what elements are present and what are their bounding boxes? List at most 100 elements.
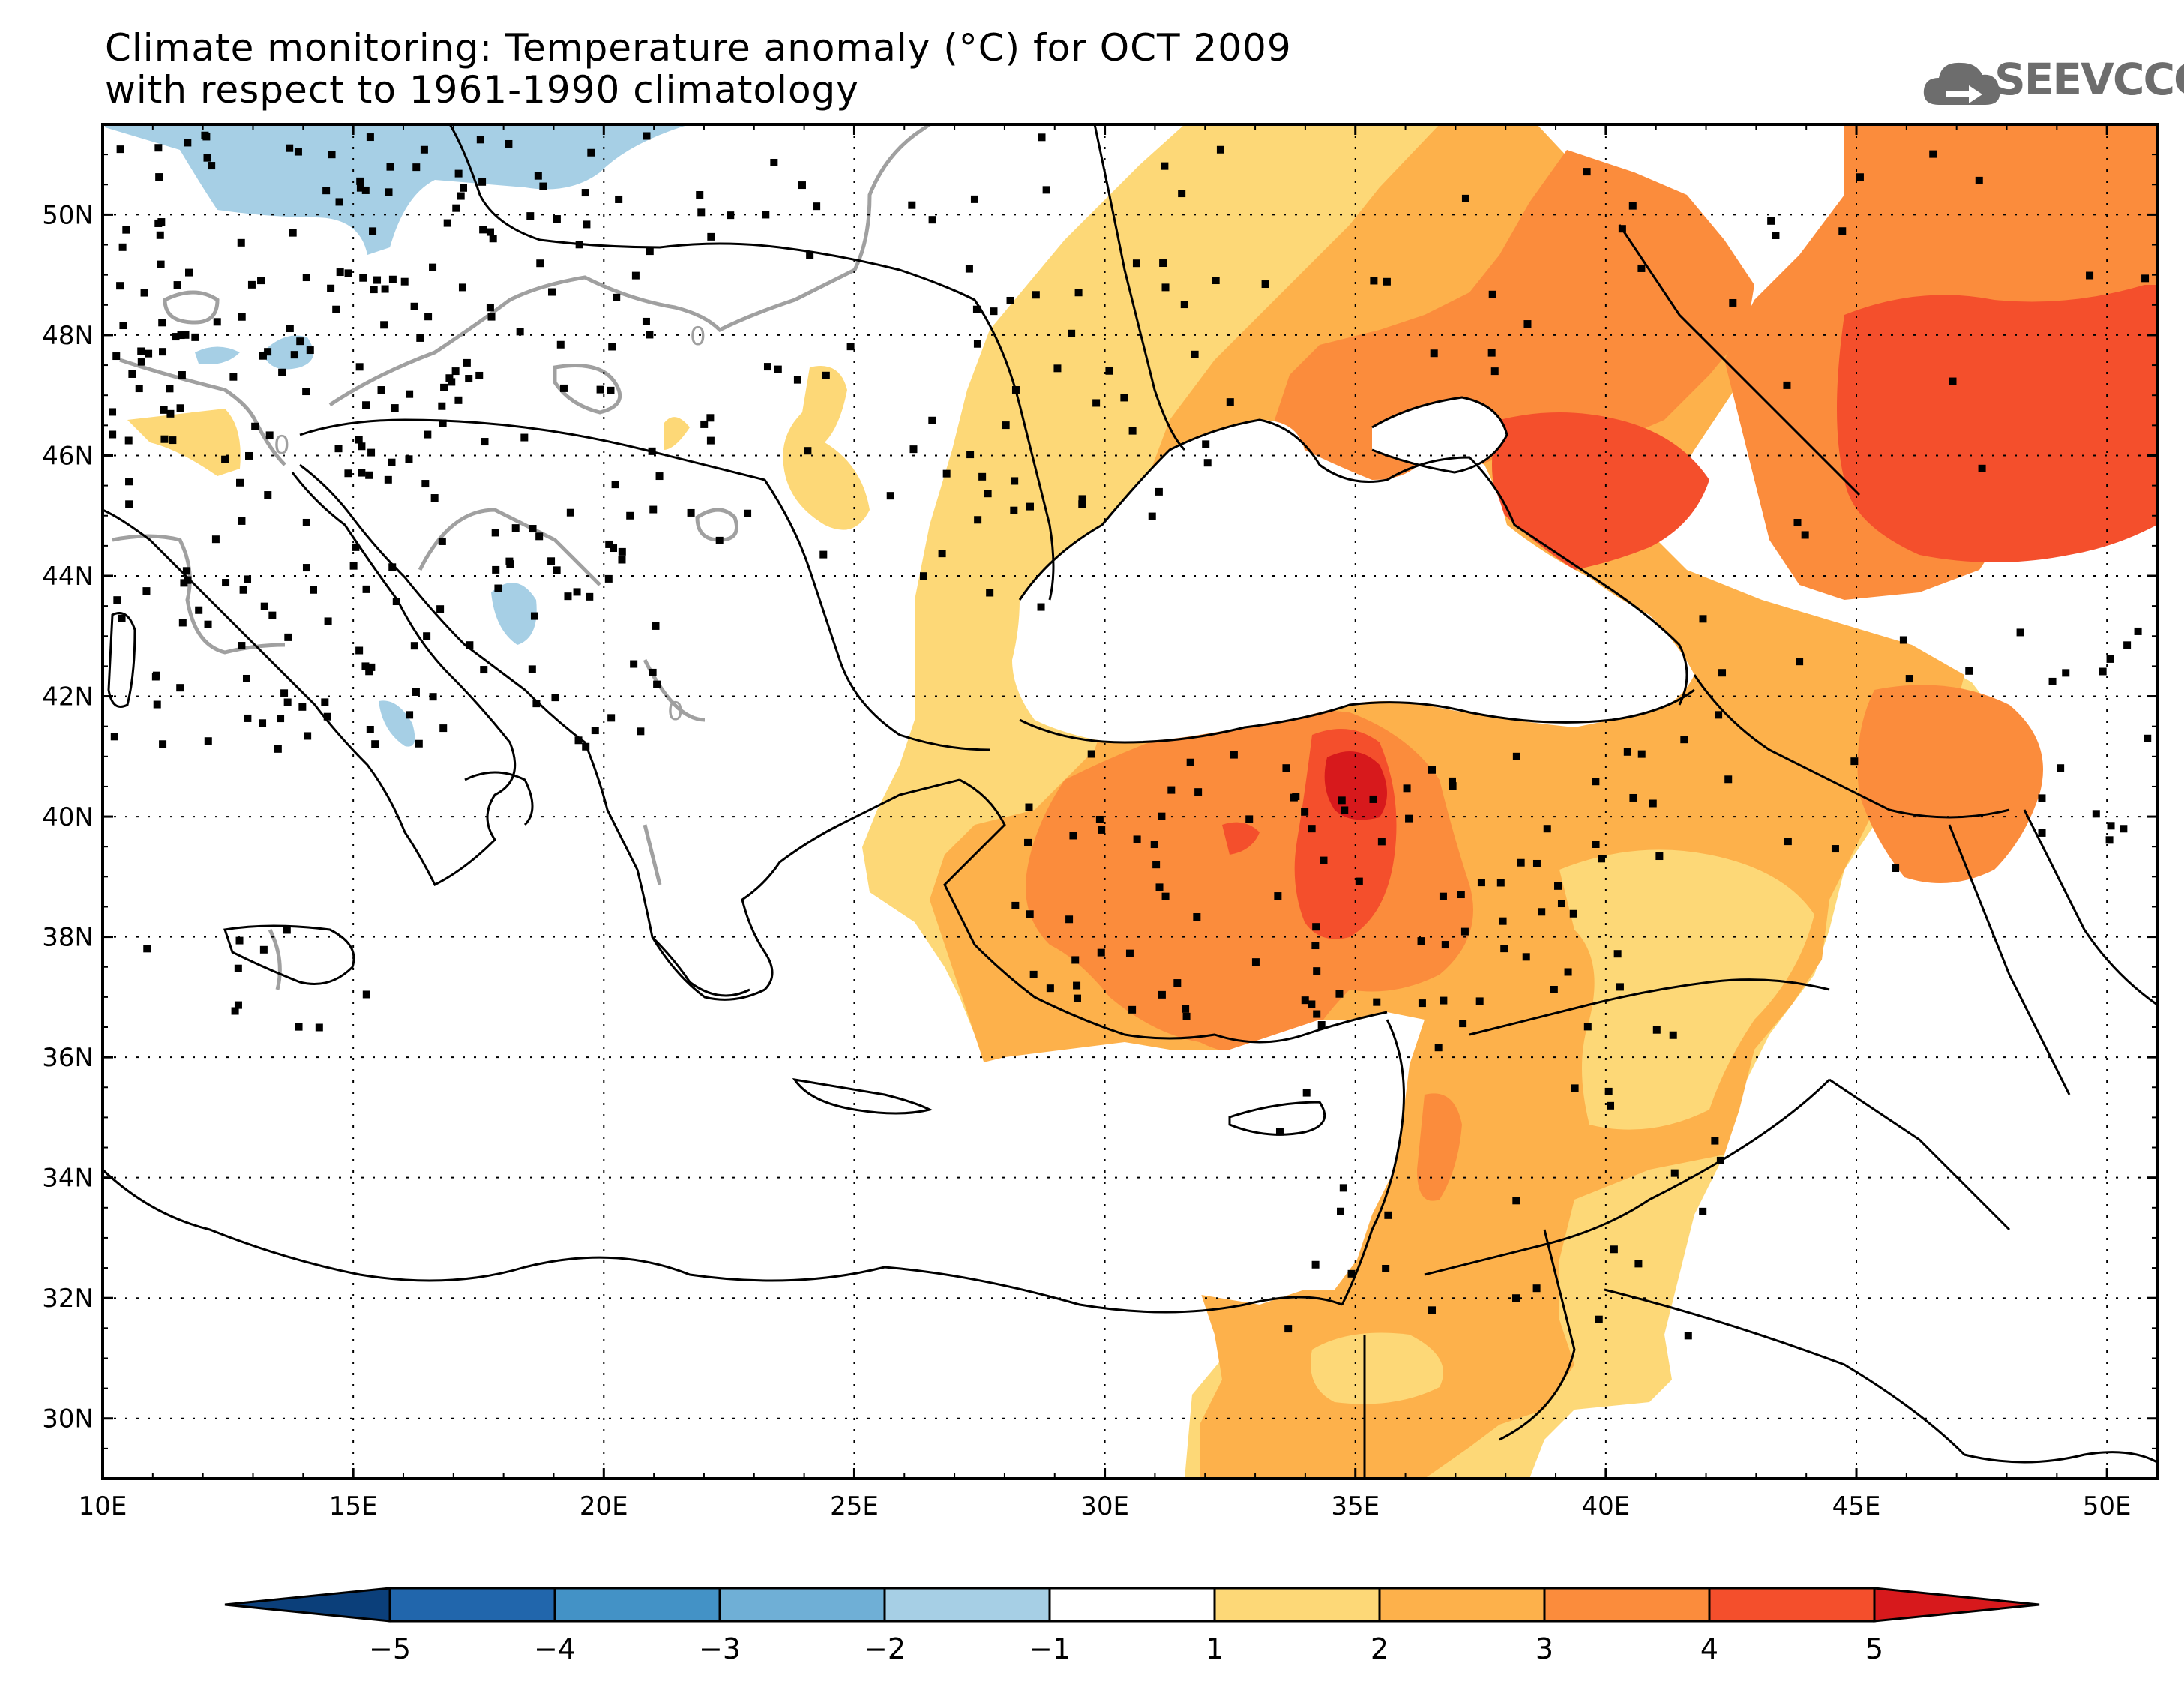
station-marker: [1384, 1211, 1392, 1219]
station-marker: [451, 367, 460, 376]
station-marker: [536, 259, 544, 268]
station-marker: [1724, 775, 1733, 784]
station-marker: [2134, 627, 2142, 635]
station-marker: [116, 145, 124, 154]
station-marker: [302, 388, 310, 396]
map-frame: [101, 123, 2159, 1480]
lon-tick-label: 35E: [1331, 1491, 1380, 1521]
station-marker: [1649, 799, 1657, 808]
station-marker: [1595, 1315, 1603, 1323]
station-marker: [516, 328, 524, 336]
station-marker: [479, 226, 487, 234]
station-marker: [2092, 810, 2100, 818]
station-marker: [1838, 227, 1847, 235]
station-marker: [1150, 841, 1158, 849]
station-marker: [443, 219, 451, 227]
station-marker: [349, 562, 358, 570]
lon-tick-label: 30E: [1080, 1491, 1129, 1521]
station-marker: [1801, 531, 1809, 539]
station-marker: [202, 133, 211, 141]
station-marker: [365, 667, 373, 676]
station-marker: [286, 144, 294, 152]
station-marker: [385, 188, 393, 196]
station-marker: [159, 740, 167, 748]
station-marker: [529, 525, 537, 533]
station-marker: [1512, 752, 1520, 760]
station-marker: [1069, 832, 1077, 840]
station-marker: [1261, 280, 1269, 289]
station-marker: [1459, 1020, 1467, 1028]
station-marker: [436, 605, 445, 613]
seas: [103, 397, 1694, 1305]
station-marker: [481, 438, 489, 446]
station-marker: [289, 229, 297, 237]
station-marker: [185, 268, 193, 277]
station-marker: [306, 346, 314, 355]
station-marker: [1449, 782, 1457, 790]
station-marker: [2106, 655, 2114, 663]
warm-anomaly-area: [664, 417, 690, 450]
lat-tick-label: 44N: [42, 562, 94, 592]
station-marker: [410, 302, 418, 310]
station-marker: [445, 374, 454, 382]
station-marker: [191, 333, 199, 341]
station-marker: [274, 745, 282, 753]
station-marker: [966, 451, 975, 459]
station-marker: [1403, 784, 1411, 793]
station-marker: [177, 331, 185, 340]
station-marker: [1569, 909, 1577, 918]
contour-label: 0: [274, 430, 290, 460]
station-marker: [475, 371, 484, 379]
lon-tick-label: 40E: [1582, 1491, 1631, 1521]
station-marker: [1905, 675, 1913, 683]
station-marker: [1046, 984, 1054, 993]
station-marker: [1194, 788, 1203, 796]
station-marker: [264, 491, 272, 499]
colorbar-label: 2: [1371, 1632, 1389, 1665]
station-marker: [984, 490, 992, 498]
station-marker: [1428, 766, 1437, 774]
station-marker: [119, 322, 127, 330]
warm-anomaly-area: [1222, 822, 1260, 855]
station-marker: [384, 475, 392, 484]
station-marker: [2048, 677, 2057, 685]
station-marker: [304, 732, 312, 740]
station-marker: [2105, 836, 2114, 844]
station-marker: [1073, 994, 1081, 1002]
station-marker: [2086, 271, 2094, 280]
lon-tick-label: 45E: [1832, 1491, 1881, 1521]
station-marker: [618, 547, 626, 556]
station-marker: [1308, 825, 1316, 833]
station-marker: [1132, 259, 1140, 268]
station-marker: [1448, 777, 1456, 785]
station-marker: [1158, 990, 1166, 999]
station-marker: [1161, 892, 1170, 900]
station-marker: [630, 660, 638, 668]
lat-tick-label: 40N: [42, 802, 94, 832]
station-marker: [284, 633, 292, 641]
station-marker: [655, 472, 664, 481]
station-marker: [1500, 945, 1508, 953]
warm-anomaly-area: [1417, 1093, 1462, 1201]
colorbar-label: −3: [699, 1632, 741, 1665]
station-marker: [1167, 786, 1176, 794]
lat-tick-label: 46N: [42, 441, 94, 471]
station-marker: [1078, 500, 1086, 508]
warm-anomaly-area: [1311, 1332, 1443, 1404]
station-marker: [478, 178, 487, 186]
station-marker: [928, 416, 936, 424]
station-marker: [1095, 815, 1104, 823]
station-marker: [155, 173, 163, 181]
station-marker: [1212, 277, 1220, 285]
station-marker: [1290, 793, 1298, 802]
station-marker: [1637, 750, 1646, 758]
station-marker: [1457, 891, 1465, 899]
station-marker: [1120, 394, 1128, 402]
station-marker: [1623, 748, 1631, 756]
station-marker: [1337, 1207, 1345, 1215]
station-marker: [176, 404, 184, 412]
station-marker: [604, 574, 613, 583]
station-marker: [118, 614, 126, 622]
station-marker: [1226, 398, 1234, 406]
station-marker: [687, 508, 695, 517]
